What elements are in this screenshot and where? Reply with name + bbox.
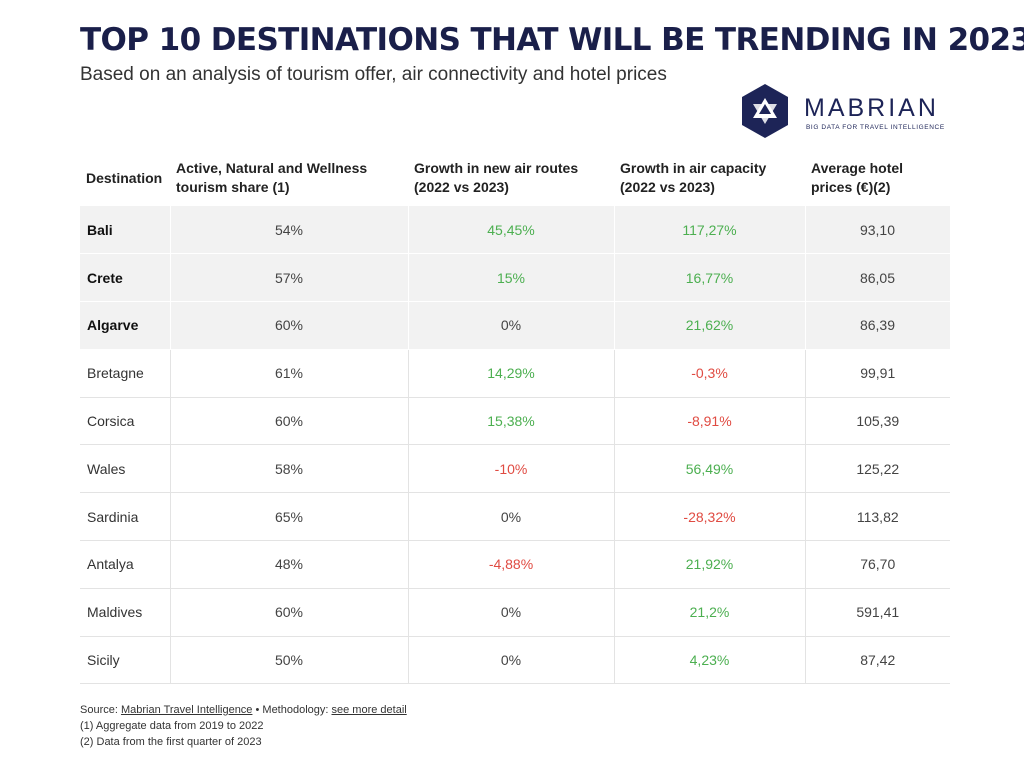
cell-destination: Bretagne xyxy=(80,349,171,398)
cell-hotel-price: 113,82 xyxy=(805,492,950,542)
cell-air-capacity: 21,2% xyxy=(614,588,806,637)
table-row: Sicily 50% 0% 4,23% 87,42 xyxy=(80,636,950,685)
cell-hotel-price: 76,70 xyxy=(805,540,950,589)
cell-tourism-share: 50% xyxy=(170,636,409,685)
cell-tourism-share: 60% xyxy=(170,588,409,637)
header-hotel-prices: Average hotel prices (€)(2) xyxy=(811,160,904,195)
cell-air-routes: -4,88% xyxy=(408,540,615,589)
destinations-table: Destination Active, Natural and Wellness… xyxy=(80,150,951,685)
cell-destination: Antalya xyxy=(80,540,171,589)
cell-destination: Algarve xyxy=(80,301,171,350)
table-row: Maldives 60% 0% 21,2% 591,41 xyxy=(80,588,950,637)
cell-hotel-price: 93,10 xyxy=(805,206,951,255)
cell-air-capacity: 21,62% xyxy=(614,301,806,350)
cell-destination: Corsica xyxy=(80,397,171,446)
header-air-capacity: Growth in air capacity (2022 vs 2023) xyxy=(620,160,767,195)
cell-tourism-share: 54% xyxy=(170,206,409,255)
cell-tourism-share: 65% xyxy=(170,492,409,542)
cell-air-capacity: 117,27% xyxy=(614,206,806,255)
table-row: Wales 58% -10% 56,49% 125,22 xyxy=(80,444,950,494)
cell-hotel-price: 105,39 xyxy=(805,397,950,446)
cell-tourism-share: 58% xyxy=(170,444,409,494)
cell-air-routes: 15% xyxy=(408,253,615,303)
footnote-2: (2) Data from the first quarter of 2023 xyxy=(80,736,262,748)
header-destination: Destination xyxy=(86,169,163,186)
cell-hotel-price: 87,42 xyxy=(805,636,950,685)
cell-destination: Sicily xyxy=(80,636,171,685)
table-row: Algarve 60% 0% 21,62% 86,39 xyxy=(80,301,951,350)
cell-hotel-price: 591,41 xyxy=(805,588,950,637)
cell-hotel-price: 86,05 xyxy=(805,253,951,303)
table-header-row: Destination Active, Natural and Wellness… xyxy=(80,150,950,206)
logo-tagline: BIG DATA FOR TRAVEL INTELLIGENCE xyxy=(806,124,945,131)
table-row: Sardinia 65% 0% -28,32% 113,82 xyxy=(80,492,950,542)
cell-air-capacity: 16,77% xyxy=(614,253,806,303)
cell-hotel-price: 125,22 xyxy=(805,444,950,494)
cell-air-routes: 45,45% xyxy=(408,206,615,255)
source-link[interactable]: Mabrian Travel Intelligence xyxy=(120,704,253,716)
cell-air-capacity: 21,92% xyxy=(614,540,806,589)
table-row: Bali 54% 45,45% 117,27% 93,10 xyxy=(80,206,951,255)
methodology-label: • Methodology: xyxy=(252,704,332,716)
cell-air-routes: 14,29% xyxy=(408,349,615,398)
cell-destination: Crete xyxy=(80,253,171,303)
cell-hotel-price: 86,39 xyxy=(805,301,951,350)
cell-tourism-share: 48% xyxy=(170,540,409,589)
cell-tourism-share: 60% xyxy=(170,397,409,446)
cell-tourism-share: 57% xyxy=(170,253,409,303)
footer-source-line: Source: Mabrian Travel Intelligence • Me… xyxy=(80,702,407,718)
cell-destination: Wales xyxy=(80,444,171,494)
table-row: Bretagne 61% 14,29% -0,3% 99,91 xyxy=(80,349,950,398)
page-subtitle: Based on an analysis of tourism offer, a… xyxy=(80,64,667,85)
cell-air-routes: 0% xyxy=(408,636,615,685)
methodology-link[interactable]: see more detail xyxy=(331,704,407,716)
header-tourism-share: Active, Natural and Wellness tourism sha… xyxy=(176,160,368,195)
cell-air-capacity: -28,32% xyxy=(614,492,806,542)
cell-tourism-share: 60% xyxy=(170,301,409,350)
logo-mark-icon xyxy=(742,84,788,138)
table-row: Crete 57% 15% 16,77% 86,05 xyxy=(80,253,951,303)
header-air-routes: Growth in new air routes (2022 vs 2023) xyxy=(414,160,579,195)
logo-name: MABRIAN xyxy=(804,94,939,122)
footer: Source: Mabrian Travel Intelligence • Me… xyxy=(80,702,407,750)
cell-destination: Maldives xyxy=(80,588,171,637)
cell-air-capacity: -8,91% xyxy=(614,397,806,446)
table-row: Antalya 48% -4,88% 21,92% 76,70 xyxy=(80,540,950,589)
cell-tourism-share: 61% xyxy=(170,349,409,398)
footnote-1: (1) Aggregate data from 2019 to 2022 xyxy=(80,720,264,732)
cell-air-routes: 0% xyxy=(408,588,615,637)
cell-air-capacity: -0,3% xyxy=(614,349,806,398)
cell-air-routes: -10% xyxy=(408,444,615,494)
cell-destination: Bali xyxy=(80,206,171,255)
cell-air-capacity: 4,23% xyxy=(614,636,806,685)
mabrian-logo: MABRIAN BIG DATA FOR TRAVEL INTELLIGENCE xyxy=(736,82,948,148)
source-label: Source: xyxy=(80,704,121,716)
table-row: Corsica 60% 15,38% -8,91% 105,39 xyxy=(80,397,950,446)
page-title: TOP 10 DESTINATIONS THAT WILL BE TRENDIN… xyxy=(80,22,1024,58)
cell-air-routes: 15,38% xyxy=(408,397,615,446)
cell-air-routes: 0% xyxy=(408,492,615,542)
cell-destination: Sardinia xyxy=(80,492,171,542)
cell-air-routes: 0% xyxy=(408,301,615,350)
cell-hotel-price: 99,91 xyxy=(805,349,950,398)
cell-air-capacity: 56,49% xyxy=(614,444,806,494)
